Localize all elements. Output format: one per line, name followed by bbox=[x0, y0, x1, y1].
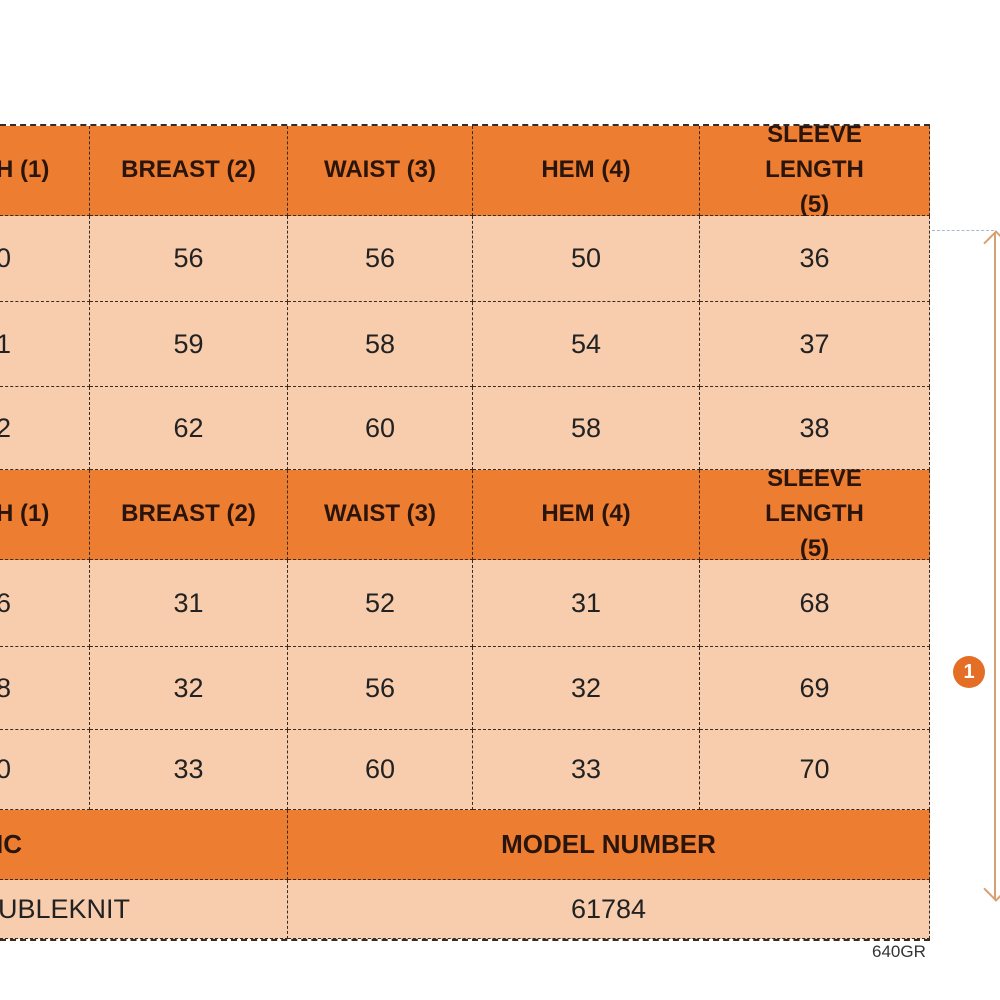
table-cell: 2 bbox=[0, 387, 90, 470]
header-breast: BREAST (2) bbox=[90, 470, 288, 560]
table-cell: 60 bbox=[288, 730, 473, 810]
header-hem: HEM (4) bbox=[473, 126, 700, 216]
header-length: H (1) bbox=[0, 470, 90, 560]
table-cell: 60 bbox=[288, 387, 473, 470]
fabric-header: IC bbox=[0, 810, 288, 880]
header-sleeve-length: SLEEVE LENGTH (5) bbox=[700, 121, 930, 218]
table-cell: 69 bbox=[700, 647, 930, 730]
table-cell: 68 bbox=[700, 560, 930, 647]
table-cell: 33 bbox=[473, 730, 700, 810]
table-cell: 32 bbox=[473, 647, 700, 730]
arrow-down-icon bbox=[983, 876, 1000, 902]
measure-arrow bbox=[994, 232, 996, 900]
header-hem: HEM (4) bbox=[473, 470, 700, 560]
fabric-value: UBLEKNIT bbox=[0, 880, 288, 939]
table-cell: 0 bbox=[0, 730, 90, 810]
table-cell: 54 bbox=[473, 302, 700, 387]
table-cell: 70 bbox=[700, 730, 930, 810]
table-cell: 6 bbox=[0, 560, 90, 647]
table-cell: 37 bbox=[700, 302, 930, 387]
table-cell: 58 bbox=[473, 387, 700, 470]
table-cell: 50 bbox=[473, 216, 700, 302]
table-cell: 58 bbox=[288, 302, 473, 387]
table-cell: 59 bbox=[90, 302, 288, 387]
header-waist: WAIST (3) bbox=[288, 470, 473, 560]
header-length: H (1) bbox=[0, 126, 90, 216]
table-cell: 38 bbox=[700, 387, 930, 470]
table-cell: 56 bbox=[90, 216, 288, 302]
header-waist: WAIST (3) bbox=[288, 126, 473, 216]
size-chart-table: H (1) BREAST (2) WAIST (3) HEM (4) SLEEV… bbox=[0, 121, 930, 941]
table-cell: 52 bbox=[288, 560, 473, 647]
product-code: 640GR bbox=[872, 942, 926, 961]
table-cell: 62 bbox=[90, 387, 288, 470]
measure-guide-line bbox=[932, 230, 994, 231]
table-cell: 32 bbox=[90, 647, 288, 730]
model-number-value: 61784 bbox=[288, 880, 930, 939]
arrow-up-icon bbox=[983, 230, 1000, 256]
header-sleeve-length: SLEEVE LENGTH (5) bbox=[700, 465, 930, 562]
table-cell: 36 bbox=[700, 216, 930, 302]
table-cell: 31 bbox=[90, 560, 288, 647]
table-cell: 1 bbox=[0, 302, 90, 387]
table-cell: 56 bbox=[288, 647, 473, 730]
header-breast: BREAST (2) bbox=[90, 126, 288, 216]
measure-marker-badge: 1 bbox=[953, 656, 985, 688]
table-cell: 8 bbox=[0, 647, 90, 730]
model-number-header: MODEL NUMBER bbox=[288, 810, 930, 880]
table-cell: 0 bbox=[0, 216, 90, 302]
table-cell: 33 bbox=[90, 730, 288, 810]
table-cell: 31 bbox=[473, 560, 700, 647]
table-cell: 56 bbox=[288, 216, 473, 302]
